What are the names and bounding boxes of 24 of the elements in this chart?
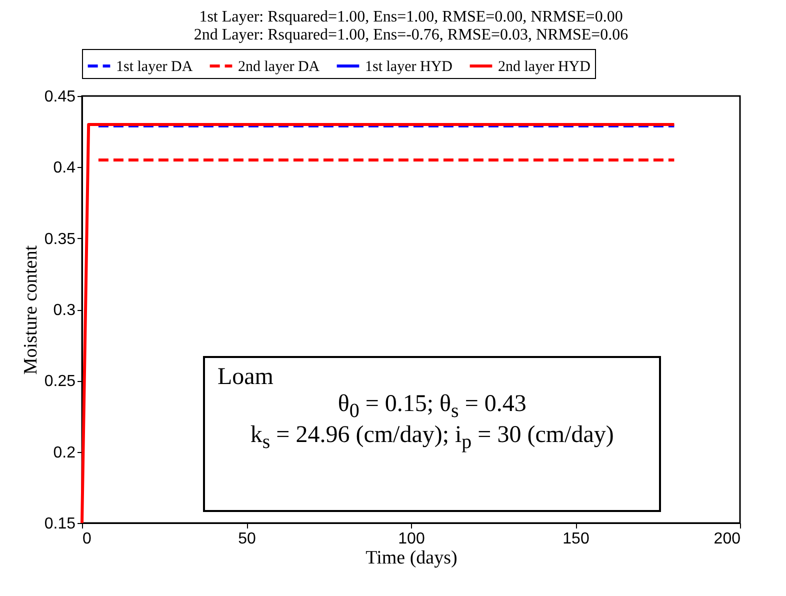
text: 2nd Layer: Rsquared=1.00, Ens=-0.76, RMSE=0.03, NRMSE=0.06 [194, 26, 628, 44]
y-tick-label: 0.25 [44, 373, 76, 390]
y-tick-label: 0.2 [53, 444, 76, 462]
x-tick-label: 150 [562, 530, 590, 548]
legend-label: 2nd layer HYD [498, 59, 591, 75]
x-tick-label: 100 [398, 530, 425, 548]
x-axis-title: Time (days) [366, 548, 458, 568]
x-tick-label: 0 [82, 530, 92, 548]
x-tick-label: 200 [714, 530, 741, 548]
y-tick-label: 0.15 [44, 516, 76, 532]
annotation: θ$_{0}$ = 0.15; θ$_{s}$ = 0.43 [336, 390, 528, 422]
y-tick-label: 0.35 [44, 230, 76, 248]
y-axis-title: Moisture content [20, 244, 42, 375]
annotation: k$_{s}$ = 24.96 (cm/day); i$_{p}$ = 30 (cm/day) [249, 422, 615, 454]
y-tick-label: 0.45 [44, 88, 76, 106]
x-tick-label: 50 [238, 530, 256, 548]
legend-label: 1st layer HYD [365, 59, 453, 75]
text: 1st Layer: Rsquared=1.00, Ens=1.00, RMSE=0.00, NRMSE=0.00 [199, 8, 623, 26]
legend-label: 2nd layer DA [238, 59, 320, 75]
annotation: Loam [217, 364, 274, 391]
note-box: Loam θ$_{0}$ = 0.15; θ$_{s}$ = 0.43 k$_{s}$ = 24.96 (cm/day); i$_{p}$ = 30 (cm/day) [203, 356, 661, 512]
y-tick-label: 0.4 [53, 160, 76, 177]
y-tick-label: 0.3 [53, 302, 76, 319]
legend-label: 1st layer DA [116, 59, 193, 75]
